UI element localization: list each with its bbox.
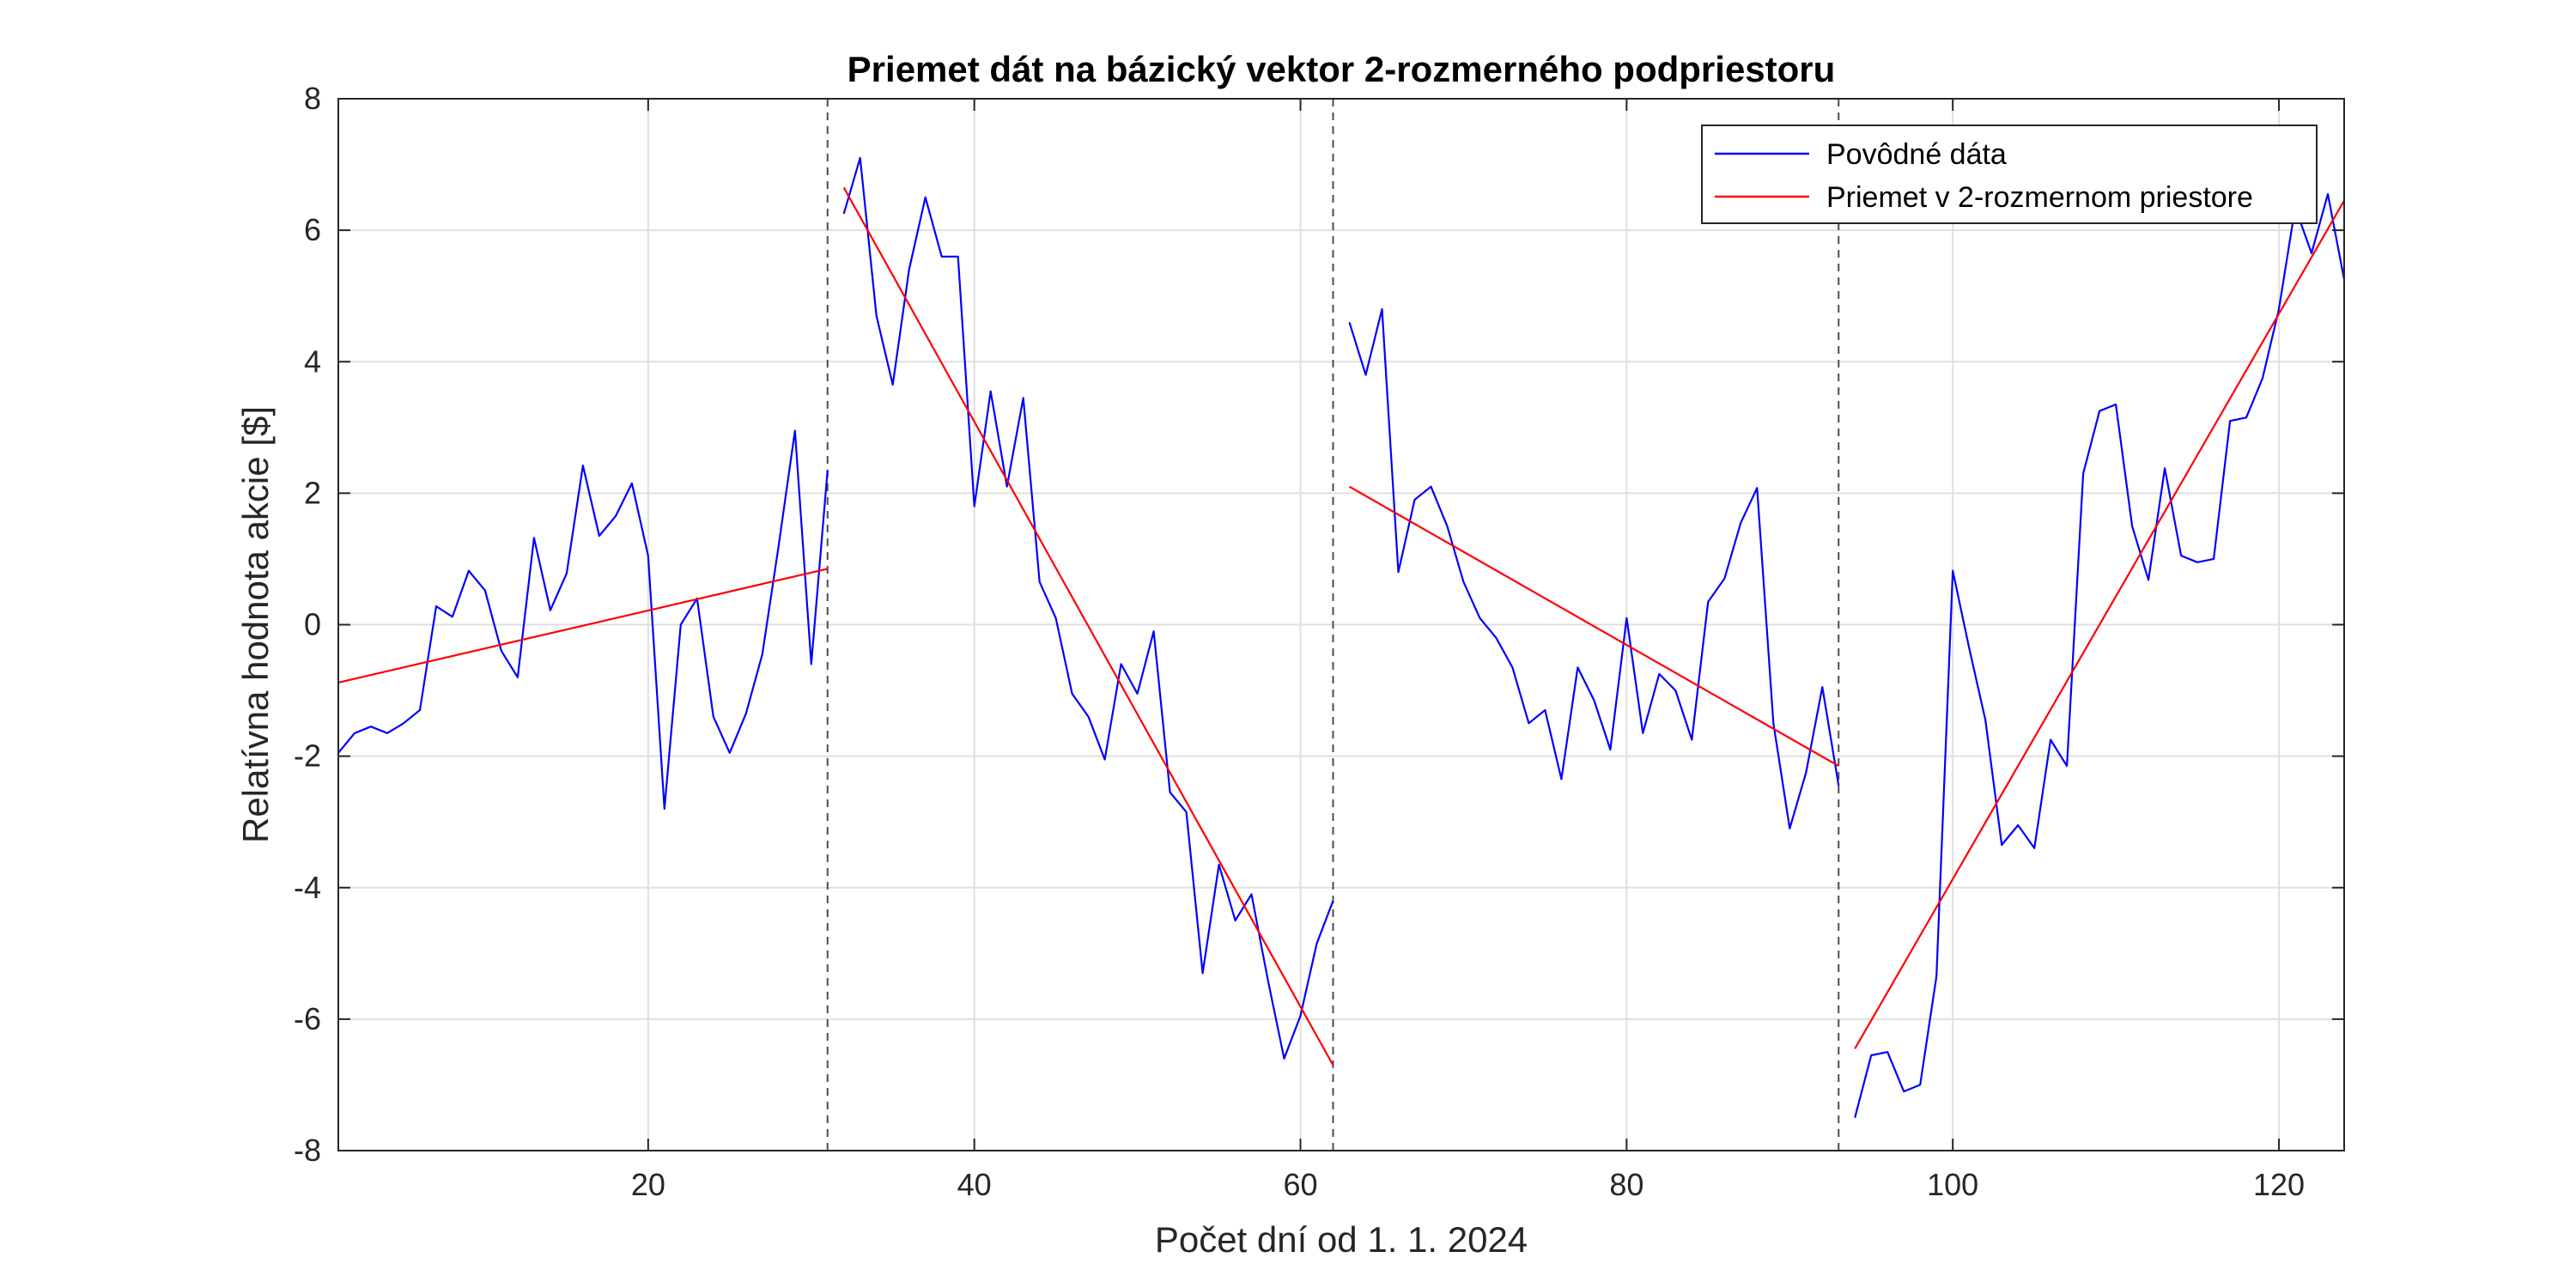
y-tick-label: 6 — [304, 212, 321, 247]
y-tick-label: -6 — [294, 1001, 321, 1036]
original-data-line — [1348, 307, 1840, 829]
x-tick-label: 100 — [1927, 1167, 1978, 1202]
legend: Povôdné dáta Priemet v 2-rozmernom priest… — [1701, 125, 2318, 224]
x-axis-label: Počet dní od 1. 1. 2024 — [1155, 1219, 1528, 1260]
y-tick-label: 8 — [304, 81, 321, 116]
axis-ticks: 20 40 60 80 100 120 -8 -6 -4 -2 0 2 4 6 8 — [294, 81, 2344, 1202]
x-tick-label: 80 — [1609, 1167, 1643, 1202]
projection-line — [842, 186, 1334, 1066]
x-tick-label: 40 — [957, 1167, 992, 1202]
chart-title: Priemet dát na bázický vektor 2-rozmerné… — [848, 49, 1836, 89]
y-tick-label: 0 — [304, 607, 321, 642]
y-tick-label: -4 — [294, 870, 321, 905]
y-tick-label: -8 — [294, 1133, 321, 1168]
original-data-line — [1854, 192, 2346, 1118]
y-tick-label: 2 — [304, 475, 321, 510]
segment-boundaries — [826, 99, 1840, 1151]
projection-line — [337, 568, 829, 683]
projection-line — [1348, 485, 1839, 768]
legend-entry-label: Priemet v 2-rozmernom priestore — [1826, 181, 2253, 214]
original-data-line — [337, 429, 829, 811]
y-tick-label: -2 — [294, 738, 321, 774]
x-tick-label: 20 — [631, 1167, 665, 1202]
original-data-line — [842, 156, 1334, 1060]
legend-box — [1701, 125, 2318, 224]
y-tick-label: 4 — [304, 343, 321, 379]
projection-line — [1854, 200, 2345, 1049]
x-tick-label: 60 — [1283, 1167, 1317, 1202]
x-tick-label: 120 — [2253, 1167, 2305, 1202]
legend-entry-label: Povôdné dáta — [1826, 138, 2007, 171]
y-axis-label: Relatívna hodnota akcie [$] — [235, 406, 276, 843]
series-lines — [337, 156, 2346, 1118]
grid — [338, 98, 2344, 1151]
